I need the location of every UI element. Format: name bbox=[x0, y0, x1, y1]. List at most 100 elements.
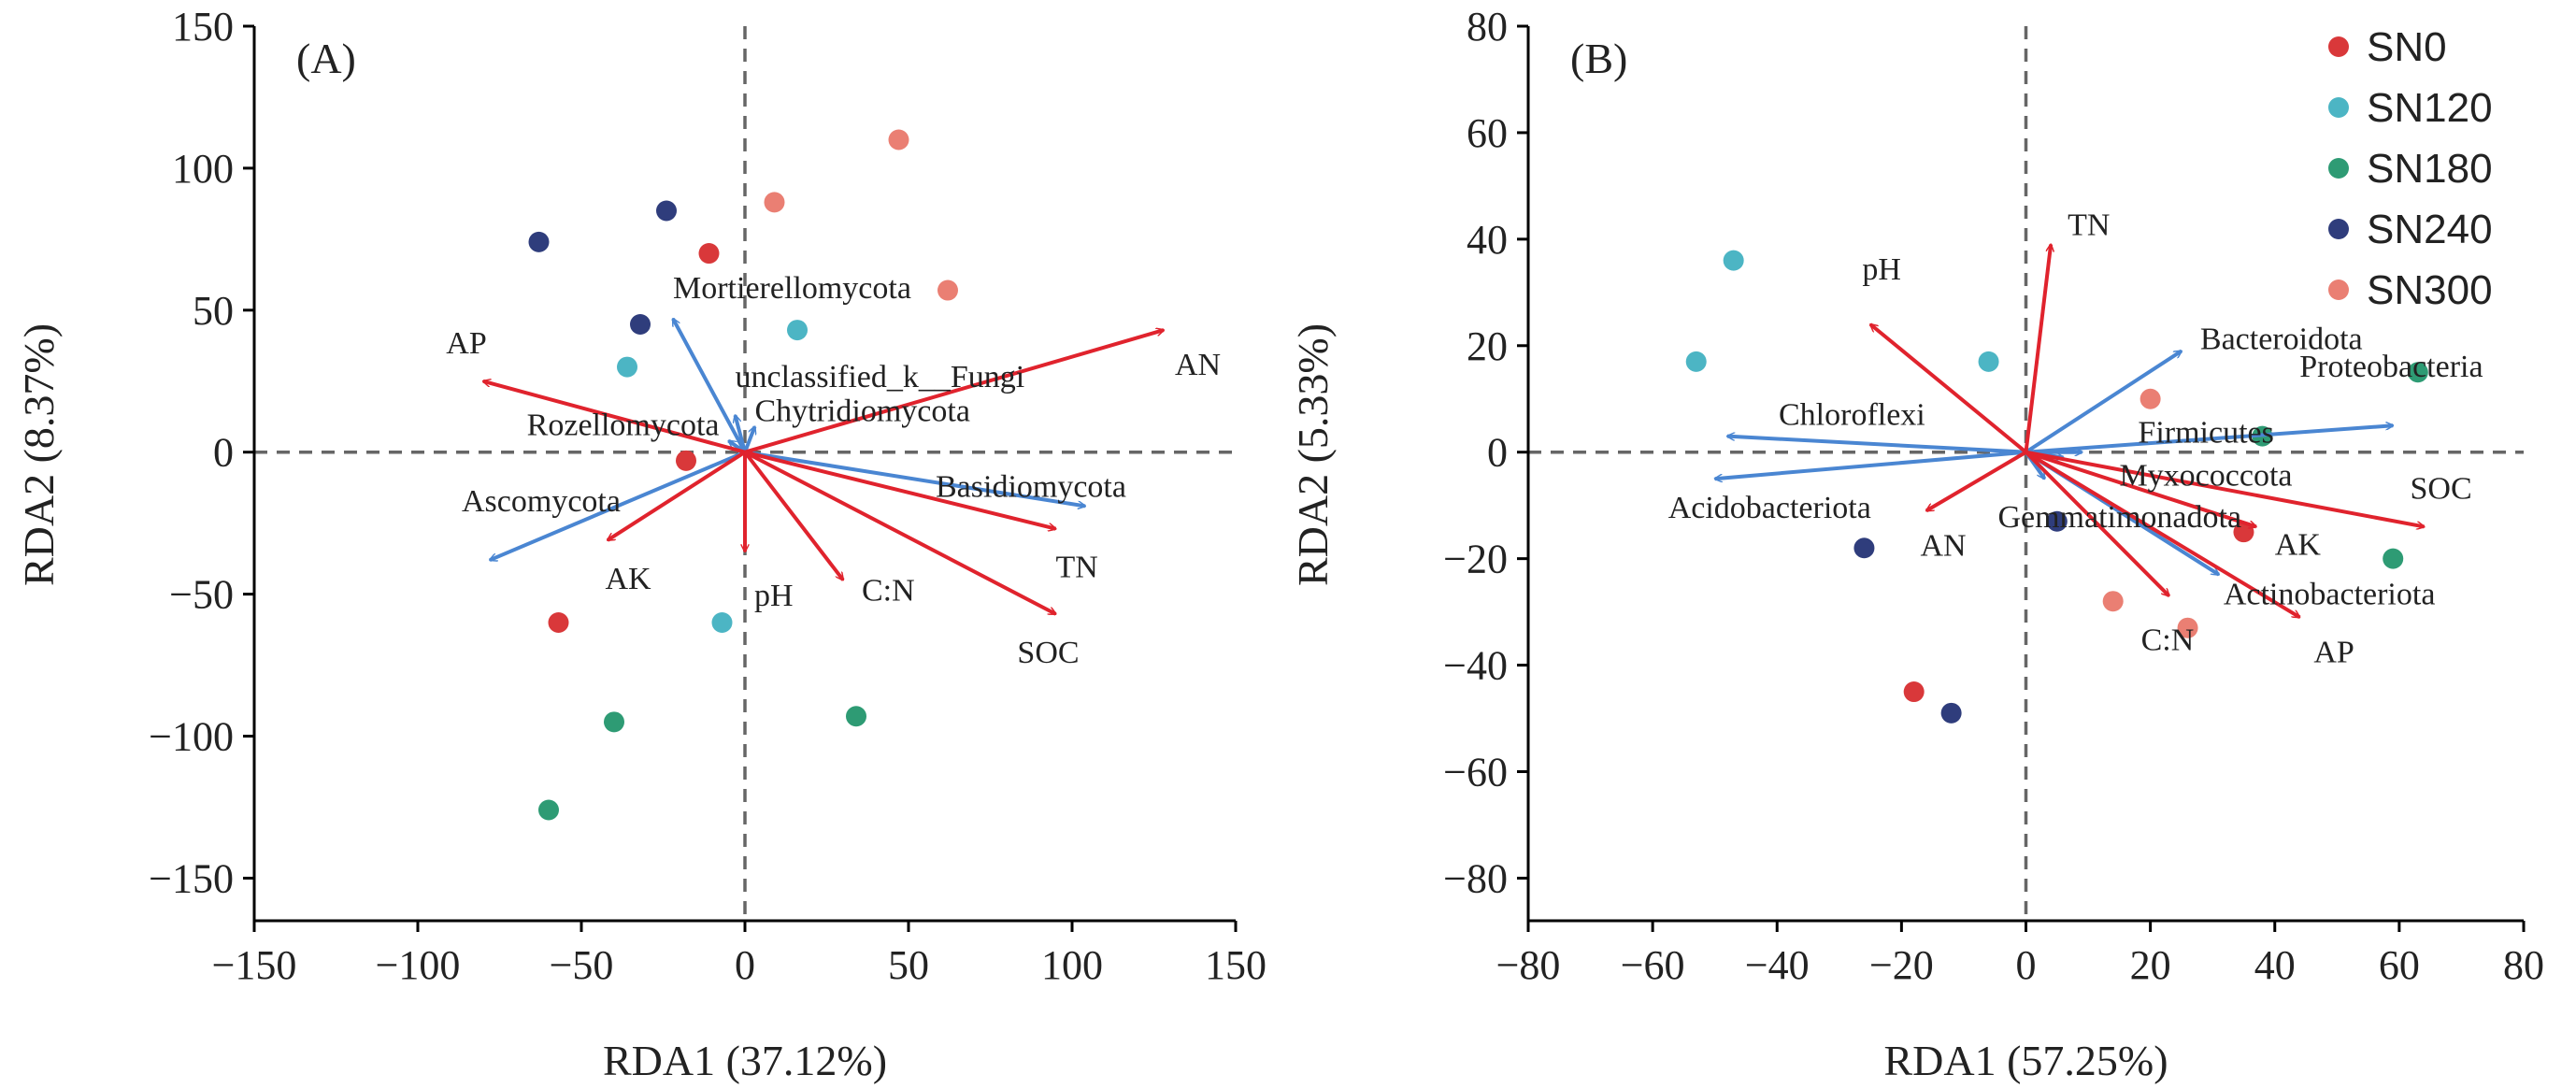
taxa-arrow-bacteroidota bbox=[2025, 349, 2182, 454]
sample-point-sn0 bbox=[676, 450, 696, 471]
x-tick-label: −50 bbox=[550, 942, 614, 988]
taxa-arrow-proteobacteria bbox=[2025, 425, 2394, 454]
env-arrow-tn bbox=[744, 450, 1056, 529]
x-tick-label: 0 bbox=[2016, 942, 2037, 988]
env-arrow-an bbox=[744, 330, 1164, 454]
y-tick-label: 20 bbox=[1467, 323, 1508, 369]
sample-point-sn180 bbox=[2407, 362, 2428, 383]
sample-point-sn240 bbox=[1940, 702, 1962, 724]
sample-point-sn180 bbox=[2383, 548, 2404, 569]
env-label-ak: AK bbox=[2275, 527, 2322, 562]
legend-marker-sn300 bbox=[2328, 279, 2349, 300]
taxa-label-unclassified-k-fungi: unclassified_k__Fungi bbox=[736, 360, 1025, 394]
x-tick-label: 60 bbox=[2379, 942, 2420, 988]
y-tick-label: −80 bbox=[1443, 855, 1508, 901]
sample-point-sn240 bbox=[528, 231, 550, 252]
env-label-ap: AP bbox=[2313, 635, 2354, 669]
env-label-tn: TN bbox=[1056, 551, 1098, 585]
sample-point-sn120 bbox=[787, 320, 808, 341]
env-label-soc: SOC bbox=[2411, 471, 2472, 506]
y-axis-title: RDA2 (5.33%) bbox=[1289, 323, 1337, 586]
legend-label-sn180: SN180 bbox=[2367, 146, 2493, 192]
taxa-label-mortierellomycota: Mortierellomycota bbox=[673, 271, 911, 306]
env-label-soc: SOC bbox=[1017, 636, 1079, 670]
y-tick-label: 50 bbox=[193, 288, 234, 334]
env-arrow-ap bbox=[2025, 451, 2300, 620]
taxa-label-acidobacteriota: Acidobacteriota bbox=[1668, 491, 1871, 525]
y-tick-label: −40 bbox=[1443, 643, 1508, 689]
legend-marker-sn180 bbox=[2328, 158, 2349, 179]
taxa-arrow-ascomycota bbox=[490, 450, 746, 563]
taxa-label-chloroflexi: Chloroflexi bbox=[1779, 398, 1925, 433]
legend-marker-sn240 bbox=[2328, 219, 2349, 239]
env-arrow-ak bbox=[608, 451, 747, 542]
x-tick-label: 0 bbox=[735, 942, 755, 988]
sample-point-sn0 bbox=[548, 612, 569, 633]
taxa-arrow-unclassified-k-fungi bbox=[736, 415, 747, 453]
taxa-label-gemmatimonadota: Gemmatimonadota bbox=[1997, 500, 2241, 535]
taxa-label-basidiomycota: Basidiomycota bbox=[936, 469, 1126, 504]
y-tick-label: −100 bbox=[149, 714, 234, 760]
taxa-label-actinobacteriota: Actinobacteriota bbox=[2224, 578, 2436, 612]
sample-point-sn180 bbox=[538, 799, 559, 821]
panel-label: (B) bbox=[1570, 35, 1627, 82]
env-label-c-n: C:N bbox=[2141, 623, 2195, 658]
env-arrow-ph bbox=[1870, 324, 2027, 454]
taxa-label-bacteroidota: Bacteroidota bbox=[2200, 322, 2363, 356]
env-label-an: AN bbox=[1920, 528, 1966, 563]
sample-point-sn240 bbox=[656, 200, 677, 222]
taxa-arrow-basidiomycota bbox=[744, 450, 1085, 507]
x-tick-label: −100 bbox=[376, 942, 461, 988]
legend-label-sn120: SN120 bbox=[2367, 85, 2493, 131]
x-tick-label: 40 bbox=[2254, 942, 2296, 988]
sample-point-sn240 bbox=[1853, 537, 1875, 559]
env-arrow-soc bbox=[2025, 450, 2425, 527]
env-label-c-n: C:N bbox=[862, 573, 915, 608]
env-label-tn: TN bbox=[2068, 208, 2110, 243]
y-tick-label: 100 bbox=[172, 146, 234, 192]
sample-point-sn120 bbox=[1978, 351, 1999, 372]
env-arrow-c-n bbox=[743, 451, 845, 580]
y-tick-label: −20 bbox=[1443, 537, 1508, 582]
sample-point-sn300 bbox=[937, 279, 958, 301]
legend-label-sn0: SN0 bbox=[2367, 24, 2447, 70]
y-tick-label: 150 bbox=[172, 4, 234, 50]
sample-point-sn180 bbox=[604, 711, 624, 733]
y-tick-label: −60 bbox=[1443, 750, 1508, 795]
legend: SN0 SN120 SN180 SN240 SN300 bbox=[2328, 24, 2493, 313]
env-label-ph: pH bbox=[754, 579, 794, 613]
env-label-ak: AK bbox=[605, 562, 651, 596]
legend-label-sn300: SN300 bbox=[2367, 267, 2493, 313]
sample-point-sn240 bbox=[2046, 510, 2068, 532]
y-tick-label: 0 bbox=[213, 430, 234, 476]
sample-point-sn300 bbox=[2102, 591, 2124, 612]
x-tick-label: 50 bbox=[888, 942, 929, 988]
sample-point-sn240 bbox=[630, 314, 651, 335]
env-arrow-ak bbox=[2025, 450, 2256, 527]
x-tick-label: 150 bbox=[1205, 942, 1267, 988]
sample-point-sn120 bbox=[711, 612, 733, 633]
y-axis-title: RDA2 (8.37%) bbox=[15, 323, 63, 586]
sample-point-sn0 bbox=[698, 243, 720, 265]
x-tick-label: −80 bbox=[1496, 942, 1561, 988]
panel-label: (A) bbox=[296, 35, 356, 82]
y-tick-label: 80 bbox=[1467, 4, 1508, 50]
taxa-label-myxococcota: Myxococcota bbox=[2119, 458, 2292, 493]
env-arrow-an bbox=[1926, 450, 2027, 513]
panel-a-plot: −150 −100 −50 0 50 100 150 −150 −100 −50 0 50 100 150… bbox=[15, 4, 1267, 1084]
env-arrow-soc bbox=[744, 450, 1056, 616]
y-tick-label: 40 bbox=[1467, 217, 1508, 263]
taxa-arrow-chloroflexi bbox=[1727, 437, 2026, 454]
taxa-arrow-mortierellomycota bbox=[671, 319, 747, 453]
sample-point-sn120 bbox=[1685, 351, 1707, 372]
x-tick-label: 100 bbox=[1041, 942, 1103, 988]
x-tick-label: −20 bbox=[1869, 942, 1934, 988]
sample-point-sn120 bbox=[1723, 250, 1744, 271]
sample-point-sn300 bbox=[2177, 617, 2198, 638]
x-tick-label: 80 bbox=[2503, 942, 2544, 988]
taxa-label-chytridiomycota: Chytridiomycota bbox=[755, 394, 970, 428]
env-arrow-ap bbox=[483, 381, 746, 454]
taxa-label-ascomycota: Ascomycota bbox=[462, 484, 621, 519]
env-arrow-tn bbox=[2024, 245, 2052, 452]
